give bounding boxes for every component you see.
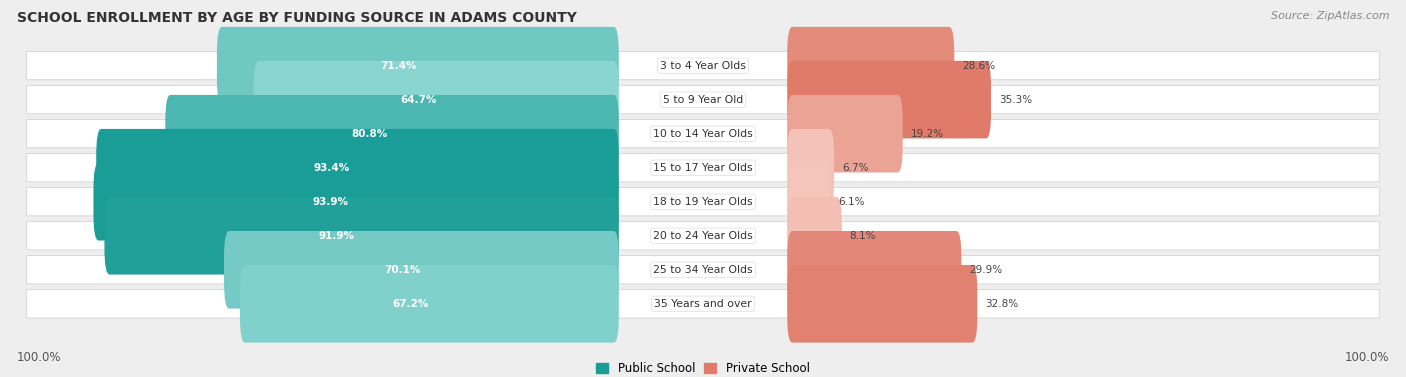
FancyBboxPatch shape <box>787 265 977 343</box>
Text: 80.8%: 80.8% <box>352 129 388 139</box>
FancyBboxPatch shape <box>27 256 1379 284</box>
Text: 25 to 34 Year Olds: 25 to 34 Year Olds <box>654 265 752 275</box>
FancyBboxPatch shape <box>787 27 955 104</box>
Text: 19.2%: 19.2% <box>911 129 943 139</box>
FancyBboxPatch shape <box>27 86 1379 114</box>
FancyBboxPatch shape <box>27 153 1379 182</box>
FancyBboxPatch shape <box>787 61 991 138</box>
FancyBboxPatch shape <box>787 129 834 207</box>
FancyBboxPatch shape <box>166 95 619 173</box>
Text: 20 to 24 Year Olds: 20 to 24 Year Olds <box>654 231 752 241</box>
FancyBboxPatch shape <box>27 52 1379 80</box>
Text: 67.2%: 67.2% <box>392 299 429 309</box>
FancyBboxPatch shape <box>27 290 1379 318</box>
FancyBboxPatch shape <box>787 231 962 308</box>
Text: 10 to 14 Year Olds: 10 to 14 Year Olds <box>654 129 752 139</box>
FancyBboxPatch shape <box>787 163 831 241</box>
Text: 32.8%: 32.8% <box>986 299 1018 309</box>
FancyBboxPatch shape <box>224 231 619 308</box>
Text: 93.9%: 93.9% <box>312 197 349 207</box>
Text: 29.9%: 29.9% <box>969 265 1002 275</box>
Text: 93.4%: 93.4% <box>314 163 350 173</box>
Text: 15 to 17 Year Olds: 15 to 17 Year Olds <box>654 163 752 173</box>
FancyBboxPatch shape <box>240 265 619 343</box>
Legend: Public School, Private School: Public School, Private School <box>592 357 814 377</box>
Text: 91.9%: 91.9% <box>318 231 354 241</box>
Text: 6.7%: 6.7% <box>842 163 869 173</box>
FancyBboxPatch shape <box>253 61 619 138</box>
Text: 35.3%: 35.3% <box>998 95 1032 105</box>
Text: 6.1%: 6.1% <box>838 197 865 207</box>
Text: 100.0%: 100.0% <box>17 351 62 364</box>
Text: SCHOOL ENROLLMENT BY AGE BY FUNDING SOURCE IN ADAMS COUNTY: SCHOOL ENROLLMENT BY AGE BY FUNDING SOUR… <box>17 11 576 25</box>
Text: 18 to 19 Year Olds: 18 to 19 Year Olds <box>654 197 752 207</box>
Text: 5 to 9 Year Old: 5 to 9 Year Old <box>662 95 744 105</box>
Text: 100.0%: 100.0% <box>1344 351 1389 364</box>
Text: 8.1%: 8.1% <box>849 231 876 241</box>
Text: 70.1%: 70.1% <box>384 265 420 275</box>
FancyBboxPatch shape <box>93 163 619 241</box>
FancyBboxPatch shape <box>27 188 1379 216</box>
Text: 28.6%: 28.6% <box>962 61 995 70</box>
Text: 35 Years and over: 35 Years and over <box>654 299 752 309</box>
Text: 3 to 4 Year Olds: 3 to 4 Year Olds <box>659 61 747 70</box>
FancyBboxPatch shape <box>96 129 619 207</box>
FancyBboxPatch shape <box>787 197 842 274</box>
FancyBboxPatch shape <box>104 197 619 274</box>
Text: 64.7%: 64.7% <box>401 95 437 105</box>
FancyBboxPatch shape <box>27 120 1379 148</box>
Text: 71.4%: 71.4% <box>380 61 416 70</box>
FancyBboxPatch shape <box>787 95 903 173</box>
FancyBboxPatch shape <box>27 222 1379 250</box>
Text: Source: ZipAtlas.com: Source: ZipAtlas.com <box>1271 11 1389 21</box>
FancyBboxPatch shape <box>217 27 619 104</box>
